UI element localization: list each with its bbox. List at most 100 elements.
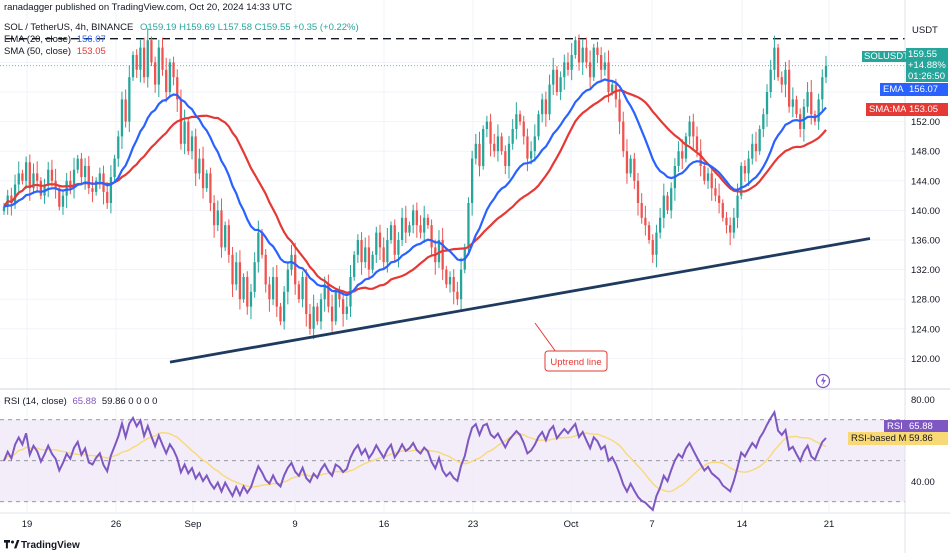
candle-body	[330, 306, 334, 322]
ema-legend-value: 156.07	[76, 34, 106, 45]
candle-body	[541, 99, 544, 115]
sma-axis-tag[interactable]: SMA:MA	[866, 103, 910, 116]
candle-body	[692, 121, 695, 137]
candle-body	[327, 284, 330, 307]
candle-body	[242, 277, 245, 300]
candle-body	[548, 84, 551, 115]
candle-body	[183, 121, 186, 144]
candle-body	[533, 136, 536, 152]
time-tick-6: Oct	[564, 519, 579, 530]
candle-body	[179, 99, 183, 144]
candle-body	[305, 277, 308, 314]
candle-body	[489, 121, 492, 144]
candle-body	[725, 217, 728, 226]
alert-icon[interactable]	[815, 373, 831, 389]
candle-body	[655, 232, 658, 255]
candle-body	[754, 143, 758, 152]
candle-body	[566, 62, 570, 70]
rsi-ma-line	[3, 431, 827, 493]
candle-body	[268, 284, 271, 300]
candle-body	[216, 210, 219, 226]
candle-body	[448, 277, 452, 285]
candle-body	[76, 158, 79, 170]
time-tick-4: 16	[379, 519, 390, 530]
candle-body	[58, 188, 61, 207]
candle-body	[106, 191, 109, 203]
candle-body	[699, 151, 702, 166]
ema-axis-tag[interactable]: EMA	[880, 83, 907, 96]
candle-body	[824, 65, 828, 78]
candle-body	[61, 195, 65, 207]
price-tick-6: 144.00	[911, 176, 940, 187]
symbol-label[interactable]: SOL / TetherUS, 4h, BINANCE	[4, 22, 134, 33]
last-price-change: +14.88%	[908, 60, 946, 71]
uptrend-line[interactable]	[169, 237, 871, 364]
candle-body	[600, 55, 603, 70]
candle-body	[17, 173, 20, 185]
candle-body	[124, 99, 127, 122]
rsi-ma-axis-tag[interactable]: RSI-based MA	[848, 432, 916, 445]
candle-body	[323, 284, 326, 300]
candle-body	[765, 92, 769, 115]
candle-body	[209, 173, 212, 203]
candle-body	[740, 166, 743, 196]
candle-body	[172, 62, 175, 78]
candle-body	[382, 247, 385, 263]
candle-body	[412, 210, 415, 226]
candle-body	[732, 217, 735, 233]
candle-body	[301, 277, 304, 300]
candle-body	[459, 269, 463, 300]
price-tick-5: 140.00	[911, 206, 940, 217]
candle-body	[644, 217, 647, 226]
candle-body	[684, 136, 688, 159]
sma-legend[interactable]: SMA (50, close) 153.05	[4, 46, 106, 57]
candle-body	[117, 136, 120, 159]
candle-body	[279, 306, 282, 322]
candle-body	[21, 173, 24, 181]
candle-body	[220, 210, 223, 248]
currency-label[interactable]: USDT	[912, 25, 938, 36]
annotation-box[interactable]	[544, 350, 608, 372]
candle-body	[426, 217, 430, 226]
candle-body	[658, 217, 662, 233]
candle-body	[150, 40, 153, 63]
time-tick-2: Sep	[185, 519, 202, 530]
candle-body	[224, 225, 227, 248]
candle-body	[246, 277, 249, 307]
rsi-axis[interactable]: 40.00 80.00	[911, 395, 935, 488]
candle-body	[13, 184, 17, 203]
candle-body	[238, 262, 242, 300]
candle-body	[651, 240, 654, 255]
candle-body	[87, 166, 90, 189]
candle-body	[308, 314, 312, 329]
candle-body	[493, 143, 496, 152]
candle-body	[415, 210, 418, 226]
candle-body	[806, 92, 809, 107]
candle-body	[227, 225, 230, 255]
last-price-badge[interactable]	[862, 51, 906, 62]
candle-body	[249, 291, 253, 307]
last-price-box[interactable]	[906, 48, 948, 82]
candle-body	[526, 136, 529, 159]
candle-body	[780, 77, 783, 85]
candle-body	[10, 195, 13, 203]
candle-body	[581, 47, 584, 63]
candle-body	[552, 69, 555, 85]
candle-body	[198, 158, 201, 174]
candle-body	[367, 247, 371, 270]
candle-body	[98, 173, 101, 181]
ema-legend[interactable]: EMA (20, close) 156.07	[4, 34, 106, 45]
time-axis[interactable]: 19 26 Sep 9 16 23 Oct 7 14 21	[22, 519, 835, 530]
candle-body	[795, 99, 798, 115]
candle-body	[120, 99, 124, 137]
candle-body	[165, 69, 168, 92]
candle-body	[555, 69, 559, 92]
candle-body	[670, 188, 673, 211]
candle-body	[647, 225, 651, 240]
rsi-legend[interactable]: RSI (14, close) 65.88 59.86 0 0 0 0	[4, 396, 157, 407]
candle-body	[762, 114, 765, 129]
rsi-axis-tag[interactable]: RSI	[884, 420, 906, 433]
candle-body	[32, 173, 35, 189]
candle-body	[28, 162, 31, 189]
candle-body	[563, 62, 566, 78]
